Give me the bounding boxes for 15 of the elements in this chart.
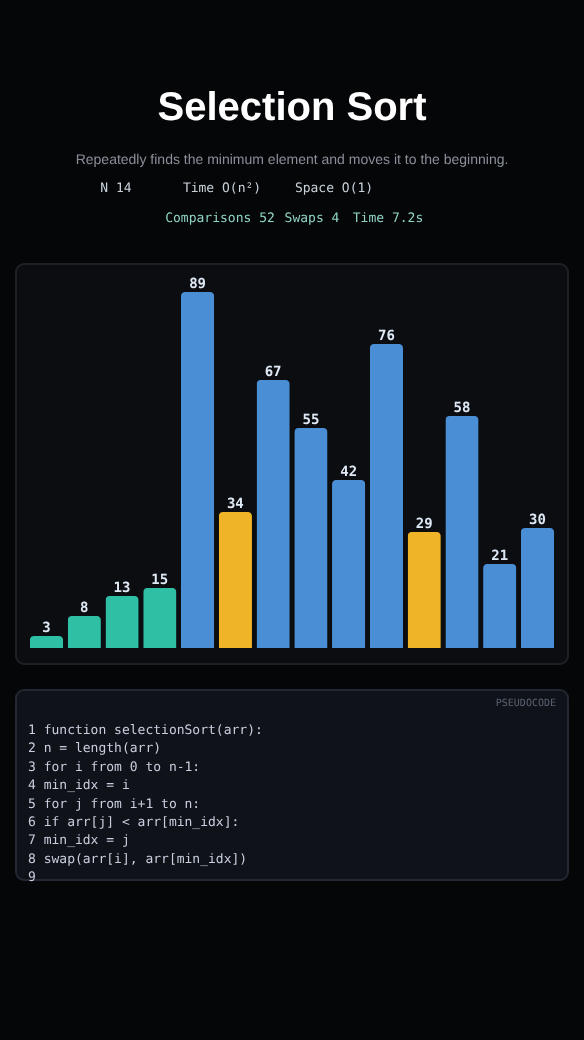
bar [67,616,101,648]
bar [369,344,404,648]
bar [483,564,517,648]
bar [407,532,441,648]
bar [520,528,555,648]
bar [143,588,177,648]
bar [29,636,64,648]
bar [332,480,366,648]
bar [180,292,215,648]
bar [445,416,479,648]
chart-title: Selection Sort [157,86,428,130]
bar [294,428,328,648]
bar [256,380,290,648]
bar [218,512,252,648]
bar [105,596,139,648]
